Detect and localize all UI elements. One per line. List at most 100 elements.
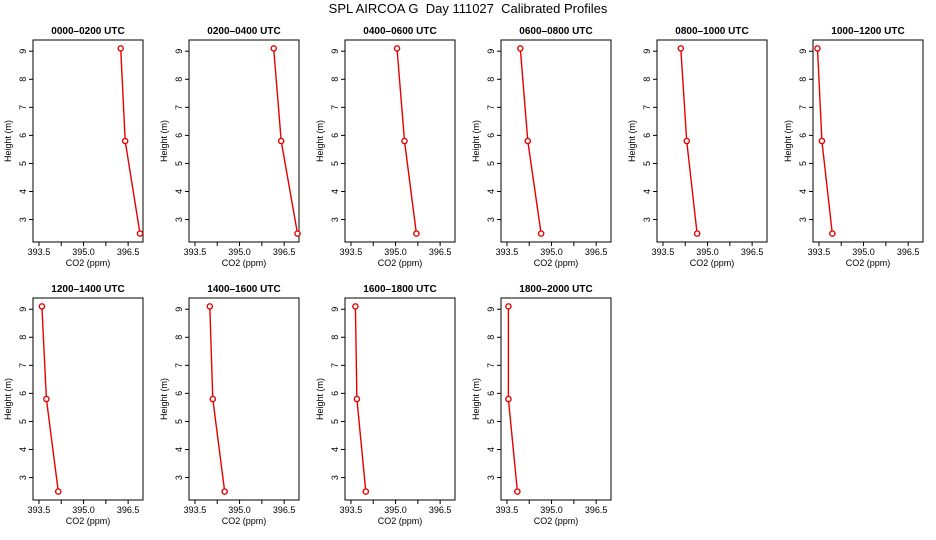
x-tick-label: 396.5 (273, 505, 296, 515)
y-tick-label: 9 (486, 49, 496, 54)
y-tick-label: 9 (330, 307, 340, 312)
y-tick-label: 7 (642, 105, 652, 110)
y-tick-label: 7 (486, 105, 496, 110)
y-tick-label: 6 (174, 391, 184, 396)
profile-line (273, 48, 299, 234)
x-tick-label: 396.5 (117, 505, 140, 515)
x-axis-label: CO2 (ppm) (222, 258, 267, 268)
y-tick-label: 5 (642, 161, 652, 166)
data-point (401, 137, 408, 145)
x-tick-label: 395.0 (228, 247, 251, 257)
data-point (393, 45, 401, 52)
y-tick-label: 3 (18, 217, 28, 222)
x-tick-label: 393.5 (28, 247, 51, 257)
y-tick-label: 3 (174, 217, 184, 222)
y-tick-label: 3 (798, 217, 808, 222)
y-tick-label: 4 (330, 447, 340, 452)
x-tick-label: 395.0 (72, 247, 95, 257)
panel-title: 0600–0800 UTC (519, 26, 592, 37)
y-tick-label: 5 (330, 161, 340, 166)
y-tick-label: 4 (330, 189, 340, 194)
y-axis-label: Height (m) (3, 378, 13, 420)
x-tick-label: 396.5 (585, 505, 608, 515)
y-tick-label: 5 (174, 161, 184, 166)
x-tick-label: 393.5 (184, 247, 207, 257)
data-point (352, 303, 359, 310)
y-tick-label: 5 (18, 161, 28, 166)
x-tick-label: 395.0 (696, 247, 719, 257)
y-tick-label: 7 (174, 105, 184, 110)
y-tick-label: 3 (18, 475, 28, 480)
y-tick-label: 7 (174, 363, 184, 368)
panel-title: 1400–1600 UTC (207, 284, 280, 295)
data-point (683, 137, 691, 145)
data-point (514, 488, 521, 495)
x-tick-label: 395.0 (384, 247, 407, 257)
data-point (121, 137, 129, 145)
profile-panel: 0200–0400 UTC 393.5 395.0 396.5 3 4 5 6 7 8 9 CO2 (… (159, 26, 301, 268)
y-tick-label: 8 (18, 335, 28, 340)
y-axis-label: Height (m) (159, 378, 169, 420)
y-axis-label: Height (m) (783, 120, 793, 162)
x-tick-label: 396.5 (585, 247, 608, 257)
data-point (117, 45, 125, 52)
y-tick-label: 4 (18, 447, 28, 452)
panel-title: 1200–1400 UTC (51, 284, 124, 295)
plot-frame (812, 39, 924, 243)
y-tick-label: 5 (486, 161, 496, 166)
profile-panel: 1800–2000 UTC 393.5 395.0 396.5 3 4 5 6 7 8 9 CO2 (… (471, 284, 612, 526)
y-tick-label: 4 (642, 189, 652, 194)
x-tick-label: 393.5 (652, 247, 675, 257)
y-tick-label: 8 (18, 77, 28, 82)
data-point (413, 230, 420, 237)
y-tick-label: 6 (486, 391, 496, 396)
x-tick-label: 393.5 (340, 505, 363, 515)
data-point (38, 303, 46, 310)
profile-panel: 1400–1600 UTC 393.5 395.0 396.5 3 4 5 6 7 8 9 CO2 (… (159, 284, 300, 526)
y-tick-label: 4 (174, 447, 184, 452)
y-tick-label: 8 (798, 77, 808, 82)
panel-title: 1000–1200 UTC (831, 26, 904, 37)
y-tick-label: 3 (330, 475, 340, 480)
y-tick-label: 9 (18, 49, 28, 54)
data-point (136, 230, 144, 237)
y-axis-label: Height (m) (471, 378, 481, 420)
y-axis-label: Height (m) (627, 120, 637, 162)
data-point (677, 45, 685, 52)
panel-title: 0800–1000 UTC (675, 26, 748, 37)
plot-frame (188, 39, 300, 243)
panel-title: 1600–1800 UTC (363, 284, 436, 295)
y-tick-label: 6 (174, 133, 184, 138)
y-tick-label: 3 (330, 217, 340, 222)
y-tick-label: 3 (642, 217, 652, 222)
x-axis-label: CO2 (ppm) (378, 258, 423, 268)
x-axis-label: CO2 (ppm) (690, 258, 735, 268)
plot-frame (344, 297, 456, 501)
y-axis-label: Height (m) (3, 120, 13, 162)
x-tick-label: 395.0 (384, 505, 407, 515)
data-point (270, 45, 278, 52)
data-point (505, 395, 512, 403)
x-tick-label: 396.5 (741, 247, 764, 257)
y-tick-label: 3 (486, 475, 496, 480)
y-tick-label: 7 (330, 363, 340, 368)
y-tick-label: 9 (18, 307, 28, 312)
y-tick-label: 4 (486, 447, 496, 452)
data-point (524, 137, 532, 145)
y-tick-label: 8 (330, 335, 340, 340)
y-tick-label: 5 (174, 419, 184, 424)
x-axis-label: CO2 (ppm) (534, 516, 579, 526)
plot-frame (188, 297, 300, 501)
data-point (294, 230, 301, 237)
profile-panel: 0600–0800 UTC 393.5 395.0 396.5 3 4 5 6 7 8 9 CO2 (… (471, 26, 612, 268)
data-point (517, 45, 524, 52)
y-tick-label: 7 (18, 105, 28, 110)
plot-frame (344, 39, 456, 243)
y-tick-label: 9 (486, 307, 496, 312)
plot-frame (500, 297, 612, 501)
data-point (814, 45, 821, 52)
y-tick-label: 6 (18, 133, 28, 138)
y-tick-label: 8 (174, 77, 184, 82)
profile-panel: 0000–0200 UTC 393.5 395.0 396.5 3 4 5 6 7 8 9 CO2 (… (3, 26, 144, 268)
x-axis-label: CO2 (ppm) (846, 258, 891, 268)
